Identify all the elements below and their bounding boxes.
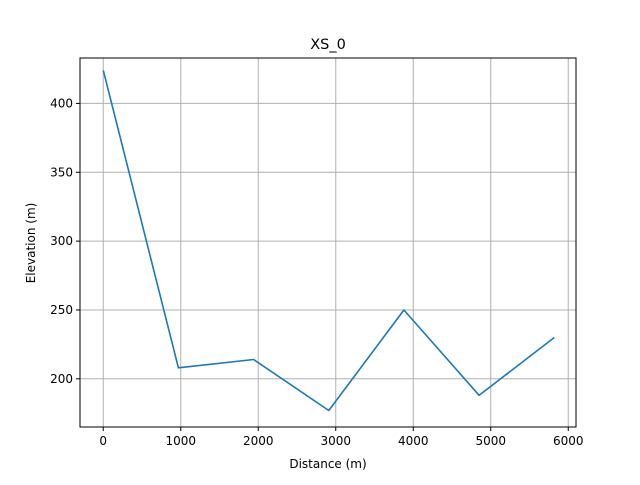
series-lines [102,70,555,412]
y-tick-label: 350 [50,165,73,179]
chart-title: XS_0 [310,37,346,53]
y-tick-label: 400 [50,96,73,110]
tick-labels: 0 1000 2000 3000 4000 5000 6000 200 250 300 350 400 [50,96,583,448]
x-tick-label: 5000 [475,434,506,448]
plot-frame [79,57,577,428]
x-tick-label: 6000 [553,434,584,448]
x-tick-label: 4000 [398,434,429,448]
series-line [102,70,555,412]
x-tick-label: 3000 [320,434,351,448]
y-axis-label: Elevation (m) [24,203,38,284]
x-tick-label: 2000 [243,434,274,448]
grid-lines [80,58,576,427]
y-tick-label: 250 [50,303,73,317]
x-tick-label: 0 [99,434,107,448]
tick-marks [76,102,569,431]
x-tick-label: 1000 [165,434,196,448]
y-tick-label: 200 [50,372,73,386]
x-axis-label: Distance (m) [289,457,366,471]
y-tick-label: 300 [50,234,73,248]
